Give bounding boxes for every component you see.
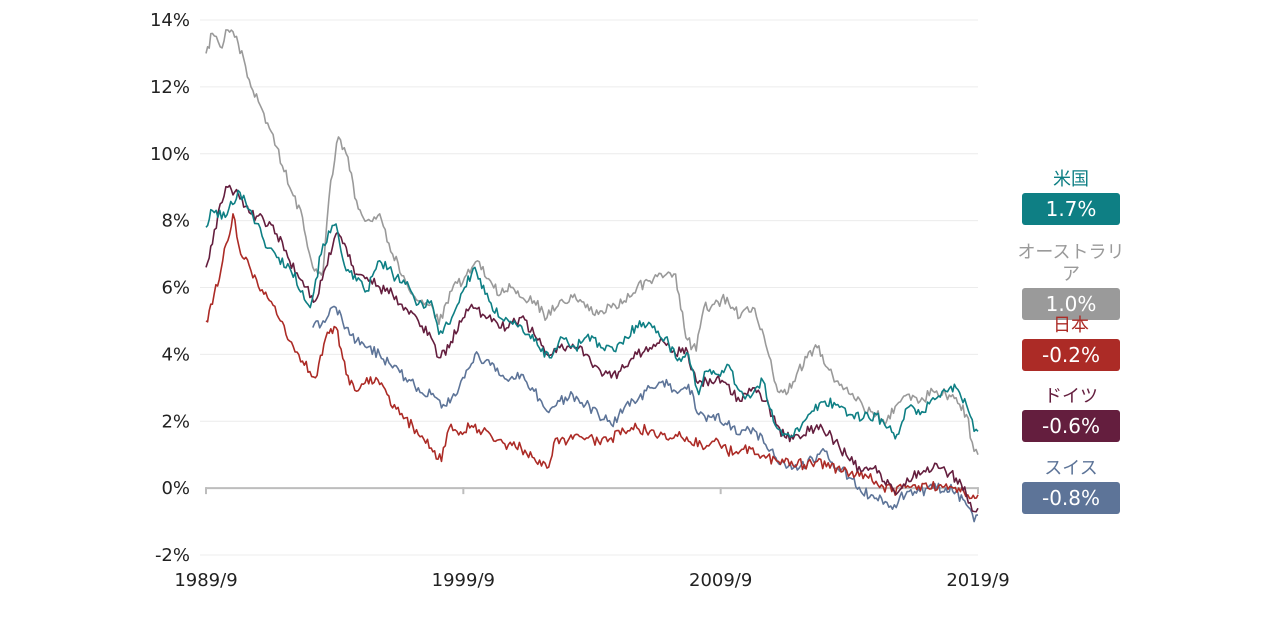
- legend-label-switzerland: スイス: [1044, 458, 1098, 479]
- series-line-0: [205, 189, 979, 440]
- y-tick-label: 2%: [161, 411, 190, 432]
- legend-item-germany: ドイツ -0.6%: [1010, 386, 1132, 442]
- y-tick-label: 10%: [150, 144, 190, 165]
- series-line-3: [205, 184, 979, 513]
- y-tick-label: 0%: [161, 478, 190, 499]
- y-tick-labels: -2% 0% 2% 4% 6% 8% 10% 12% 14%: [150, 10, 190, 566]
- x-tick-label: 1999/9: [432, 570, 495, 591]
- legend-label-us: 米国: [1053, 169, 1089, 190]
- y-tick-label: 12%: [150, 77, 190, 98]
- legend-item-australia: オーストラリア 1.0%: [1010, 242, 1132, 320]
- legend-label-germany: ドイツ: [1044, 386, 1098, 407]
- series-line-1: [205, 29, 979, 455]
- series-line-4: [312, 305, 979, 523]
- legend-value-us: 1.7%: [1022, 193, 1120, 225]
- legend-item-us: 米国 1.7%: [1010, 169, 1132, 225]
- x-tick-label: 1989/9: [174, 570, 237, 591]
- x-tick-label: 2009/9: [689, 570, 752, 591]
- legend-value-switzerland: -0.8%: [1022, 482, 1120, 514]
- legend-value-germany: -0.6%: [1022, 410, 1120, 442]
- legend-label-australia: オーストラリア: [1017, 242, 1125, 285]
- y-tick-label: 4%: [161, 344, 190, 365]
- legend-value-japan: -0.2%: [1022, 339, 1120, 371]
- series-lines: [205, 29, 979, 523]
- legend-item-switzerland: スイス -0.8%: [1010, 458, 1132, 514]
- series-line-2: [205, 213, 979, 500]
- y-tick-label: 6%: [161, 278, 190, 299]
- x-tick-label: 2019/9: [946, 570, 1009, 591]
- y-tick-label: 14%: [150, 10, 190, 31]
- y-tick-label: 8%: [161, 211, 190, 232]
- y-tick-label: -2%: [155, 545, 190, 566]
- legend-item-japan: 日本 -0.2%: [1010, 315, 1132, 371]
- legend-label-japan: 日本: [1053, 315, 1089, 336]
- x-tick-labels: 1989/9 1999/9 2009/9 2019/9: [174, 570, 1009, 591]
- grid-lines: [200, 19, 979, 556]
- legend-value-australia: 1.0%: [1022, 288, 1120, 320]
